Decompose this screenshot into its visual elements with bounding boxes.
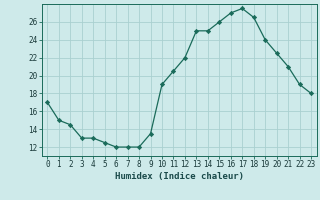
X-axis label: Humidex (Indice chaleur): Humidex (Indice chaleur)	[115, 172, 244, 181]
